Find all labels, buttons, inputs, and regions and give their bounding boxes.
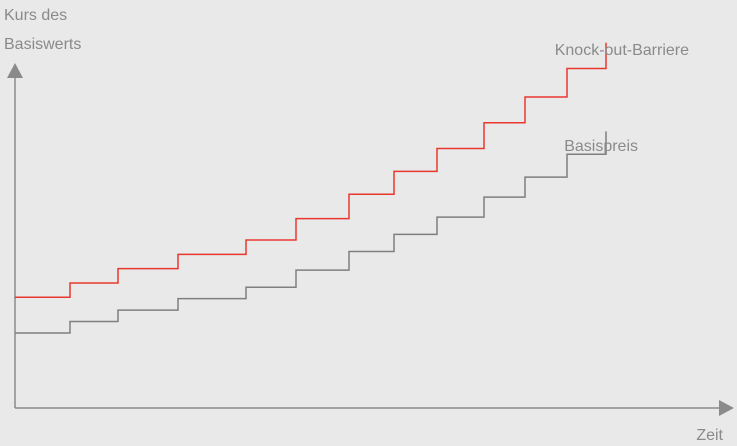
y-axis-label-line-2: Basiswerts [4, 36, 81, 53]
series-strike-price-line [15, 131, 607, 334]
x-axis-arrow-icon [719, 400, 734, 416]
series-label-knockout-barrier: Knock-out-Barriere [555, 42, 689, 59]
series-knockout-barrier-line [15, 42, 607, 298]
y-axis-label: Kurs des Basiswerts [4, 7, 81, 53]
x-axis-label: Zeit [696, 427, 723, 444]
y-axis-label-line-1: Kurs des [4, 7, 67, 24]
series-label-strike-price: Basispreis [564, 138, 638, 155]
y-axis-arrow-icon [7, 63, 23, 78]
